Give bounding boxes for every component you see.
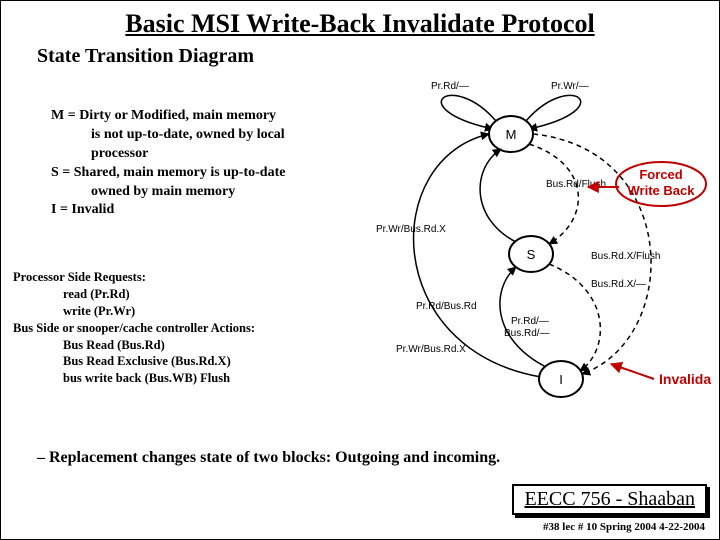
req-b1: Bus Read (Bus.Rd) bbox=[13, 337, 373, 354]
edge-m-prwr bbox=[526, 95, 581, 129]
label-invalidate: Invalidate bbox=[659, 371, 711, 387]
subtitle: State Transition Diagram bbox=[1, 45, 719, 68]
legend-m1: M = Dirty or Modified, main memory bbox=[51, 108, 276, 123]
footer-box: EECC 756 - Shaaban bbox=[512, 484, 707, 515]
legend-i1: I = Invalid bbox=[51, 202, 114, 217]
bullet-line: – Replacement changes state of two block… bbox=[37, 449, 500, 467]
edge-m-to-s bbox=[529, 144, 578, 244]
legend-block: M = Dirty or Modified, main memory is no… bbox=[51, 107, 391, 220]
legend-m2: is not up-to-date, owned by local bbox=[51, 126, 391, 145]
legend-m3: processor bbox=[51, 145, 391, 164]
label-prrd-self: Pr.Rd/— bbox=[431, 81, 469, 92]
page-title: Basic MSI Write-Back Invalidate Protocol bbox=[1, 1, 719, 39]
req-b2: Bus Read Exclusive (Bus.Rd.X) bbox=[13, 353, 373, 370]
edge-m-prrd bbox=[441, 95, 496, 129]
req-r1: read (Pr.Rd) bbox=[13, 286, 373, 303]
requests-block: Processor Side Requests: read (Pr.Rd) wr… bbox=[13, 269, 373, 387]
label-writeback: Write Back bbox=[628, 183, 696, 198]
arrow-invalidate bbox=[611, 364, 654, 379]
label-busrdx-self: Bus.Rd.X/— bbox=[591, 279, 646, 290]
label-busrd-flush: Bus.Rd/Flush bbox=[546, 179, 606, 190]
legend-s2: owned by main memory bbox=[51, 183, 391, 202]
footer-text: EECC 756 - Shaaban bbox=[524, 488, 695, 510]
label-prwr-busrdx: Pr.Wr/Bus.Rd.X bbox=[376, 224, 446, 235]
req-r2: write (Pr.Wr) bbox=[13, 303, 373, 320]
node-i-label: I bbox=[559, 372, 563, 387]
req-b3: bus write back (Bus.WB) Flush bbox=[13, 370, 373, 387]
label-prwr-self: Pr.Wr/— bbox=[551, 81, 589, 92]
state-diagram: Pr.Rd/— Pr.Wr/— M Bus.Rd/Flush Pr.Wr/Bus… bbox=[361, 79, 711, 419]
label-prrd-s: Pr.Rd/— bbox=[511, 316, 549, 327]
label-forced: Forced bbox=[639, 167, 682, 182]
node-s-label: S bbox=[527, 247, 536, 262]
edge-s-to-m bbox=[480, 149, 516, 242]
req-h1: Processor Side Requests: bbox=[13, 270, 146, 284]
slide: Basic MSI Write-Back Invalidate Protocol… bbox=[0, 0, 720, 540]
legend-s1: S = Shared, main memory is up-to-date bbox=[51, 165, 285, 180]
node-m-label: M bbox=[506, 127, 517, 142]
label-prwr-busrdx2: Pr.Wr/Bus.Rd.X bbox=[396, 344, 466, 355]
label-prrd-busrd: Pr.Rd/Bus.Rd bbox=[416, 301, 477, 312]
req-h2: Bus Side or snooper/cache controller Act… bbox=[13, 321, 255, 335]
footer-sub: #38 lec # 10 Spring 2004 4-22-2004 bbox=[543, 521, 705, 533]
label-busrdx-flush: Bus.Rd.X/Flush bbox=[591, 251, 660, 262]
